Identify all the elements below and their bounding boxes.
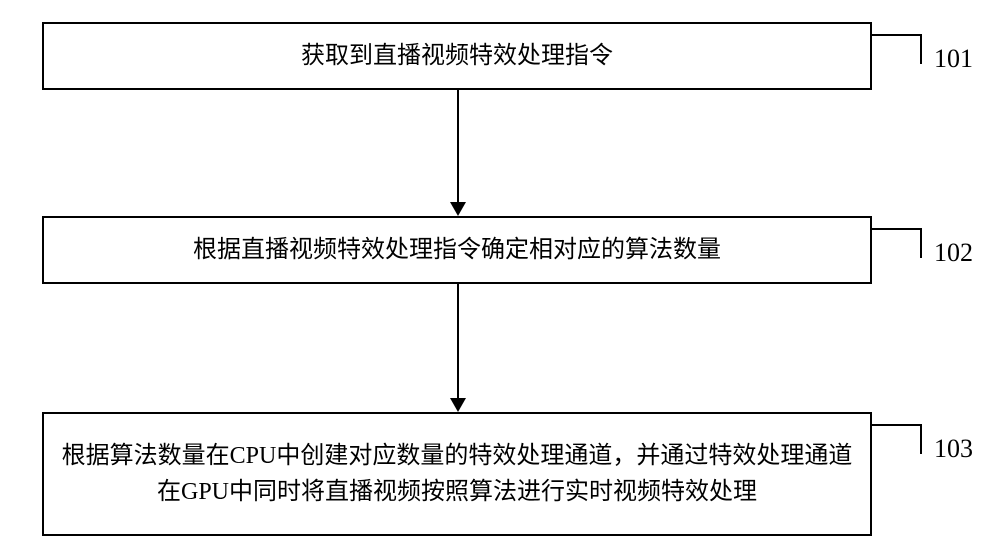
flow-step-3-number: 103 (934, 434, 973, 464)
flow-step-2: 根据直播视频特效处理指令确定相对应的算法数量 (42, 216, 872, 284)
flow-step-1-number: 101 (934, 44, 973, 74)
flow-step-2-label: 根据直播视频特效处理指令确定相对应的算法数量 (193, 232, 721, 268)
flow-step-3-leader (872, 424, 922, 454)
flow-arrow-1 (457, 90, 459, 202)
flow-arrow-2-head (450, 398, 466, 412)
flow-step-1-label: 获取到直播视频特效处理指令 (301, 38, 613, 74)
flowchart-canvas: 获取到直播视频特效处理指令 101 根据直播视频特效处理指令确定相对应的算法数量… (0, 0, 1000, 559)
flow-arrow-2 (457, 284, 459, 398)
flow-step-1: 获取到直播视频特效处理指令 (42, 22, 872, 90)
flow-step-3-label: 根据算法数量在CPU中创建对应数量的特效处理通道，并通过特效处理通道在GPU中同… (60, 438, 854, 510)
flow-step-1-leader (872, 34, 922, 64)
flow-step-3: 根据算法数量在CPU中创建对应数量的特效处理通道，并通过特效处理通道在GPU中同… (42, 412, 872, 536)
flow-step-2-leader (872, 228, 922, 258)
flow-step-2-number: 102 (934, 238, 973, 268)
flow-arrow-1-head (450, 202, 466, 216)
